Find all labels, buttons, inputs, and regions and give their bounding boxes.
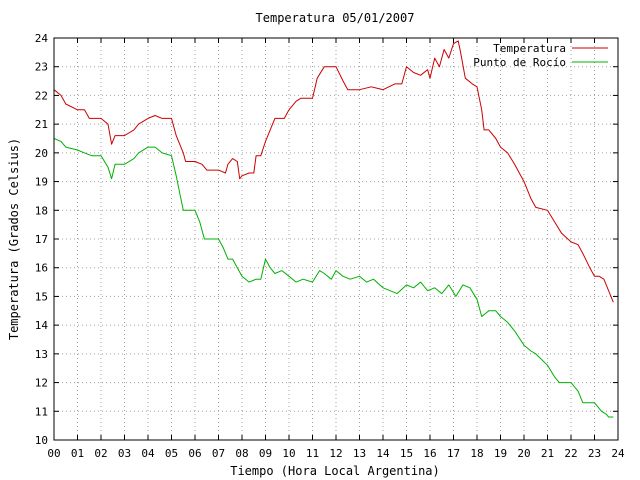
y-tick-label: 23 [35,61,48,74]
series-layer [53,40,614,418]
x-tick-label: 23 [588,447,601,460]
grid-lines [54,38,618,440]
y-tick-label: 21 [35,118,48,131]
x-tick-label: 21 [541,447,554,460]
x-tick-label: 17 [447,447,460,460]
legend-label-punto-de-rocio: Punto de Rocío [473,56,566,69]
y-tick-label: 13 [35,348,48,361]
y-tick-label: 22 [35,89,48,102]
x-tick-label: 11 [306,447,319,460]
x-tick-label: 18 [470,447,483,460]
x-tick-label: 10 [282,447,295,460]
y-tick-label: 17 [35,233,48,246]
x-tick-label: 01 [71,447,84,460]
y-axis-title: Temperatura (Grados Celsius) [7,138,21,340]
x-tick-label: 15 [400,447,413,460]
y-tick-label: 18 [35,204,48,217]
y-tick-labels: 10 11 12 13 14 15 16 17 18 19 20 21 22 23 24 [35,32,49,447]
y-tick-label: 20 [35,147,48,160]
x-tick-label: 02 [94,447,107,460]
y-tick-label: 14 [35,319,49,332]
x-tick-label: 22 [564,447,577,460]
x-tick-label: 06 [188,447,201,460]
y-tick-label: 19 [35,176,48,189]
x-tick-label: 07 [212,447,225,460]
y-tick-label: 10 [35,434,48,447]
x-tick-label: 13 [353,447,366,460]
x-tick-label: 24 [611,447,625,460]
y-tick-label: 24 [35,32,49,45]
y-tick-label: 16 [35,262,48,275]
x-tick-label: 00 [47,447,60,460]
x-tick-label: 08 [235,447,248,460]
x-tick-label: 19 [494,447,507,460]
legend-label-temperatura: Temperatura [493,42,566,55]
x-tick-label: 04 [141,447,155,460]
x-axis-title: Tiempo (Hora Local Argentina) [230,464,440,478]
x-tick-label: 20 [517,447,530,460]
series-line-0 [53,40,614,303]
tick-marks [53,37,619,441]
y-tick-label: 15 [35,290,48,303]
legend: Temperatura Punto de Rocío [473,42,608,69]
x-tick-label: 16 [423,447,436,460]
x-tick-labels: 00 01 02 03 04 05 06 07 08 09 10 11 12 13 14 15 16 17 18 19… [47,447,625,460]
x-tick-label: 05 [165,447,178,460]
x-tick-label: 09 [259,447,272,460]
chart-title: Temperatura 05/01/2007 [256,11,415,25]
series-line-1 [53,138,614,418]
x-tick-label: 14 [376,447,390,460]
y-tick-label: 12 [35,377,48,390]
x-tick-label: 03 [118,447,131,460]
x-tick-label: 12 [329,447,342,460]
y-tick-label: 11 [35,405,48,418]
